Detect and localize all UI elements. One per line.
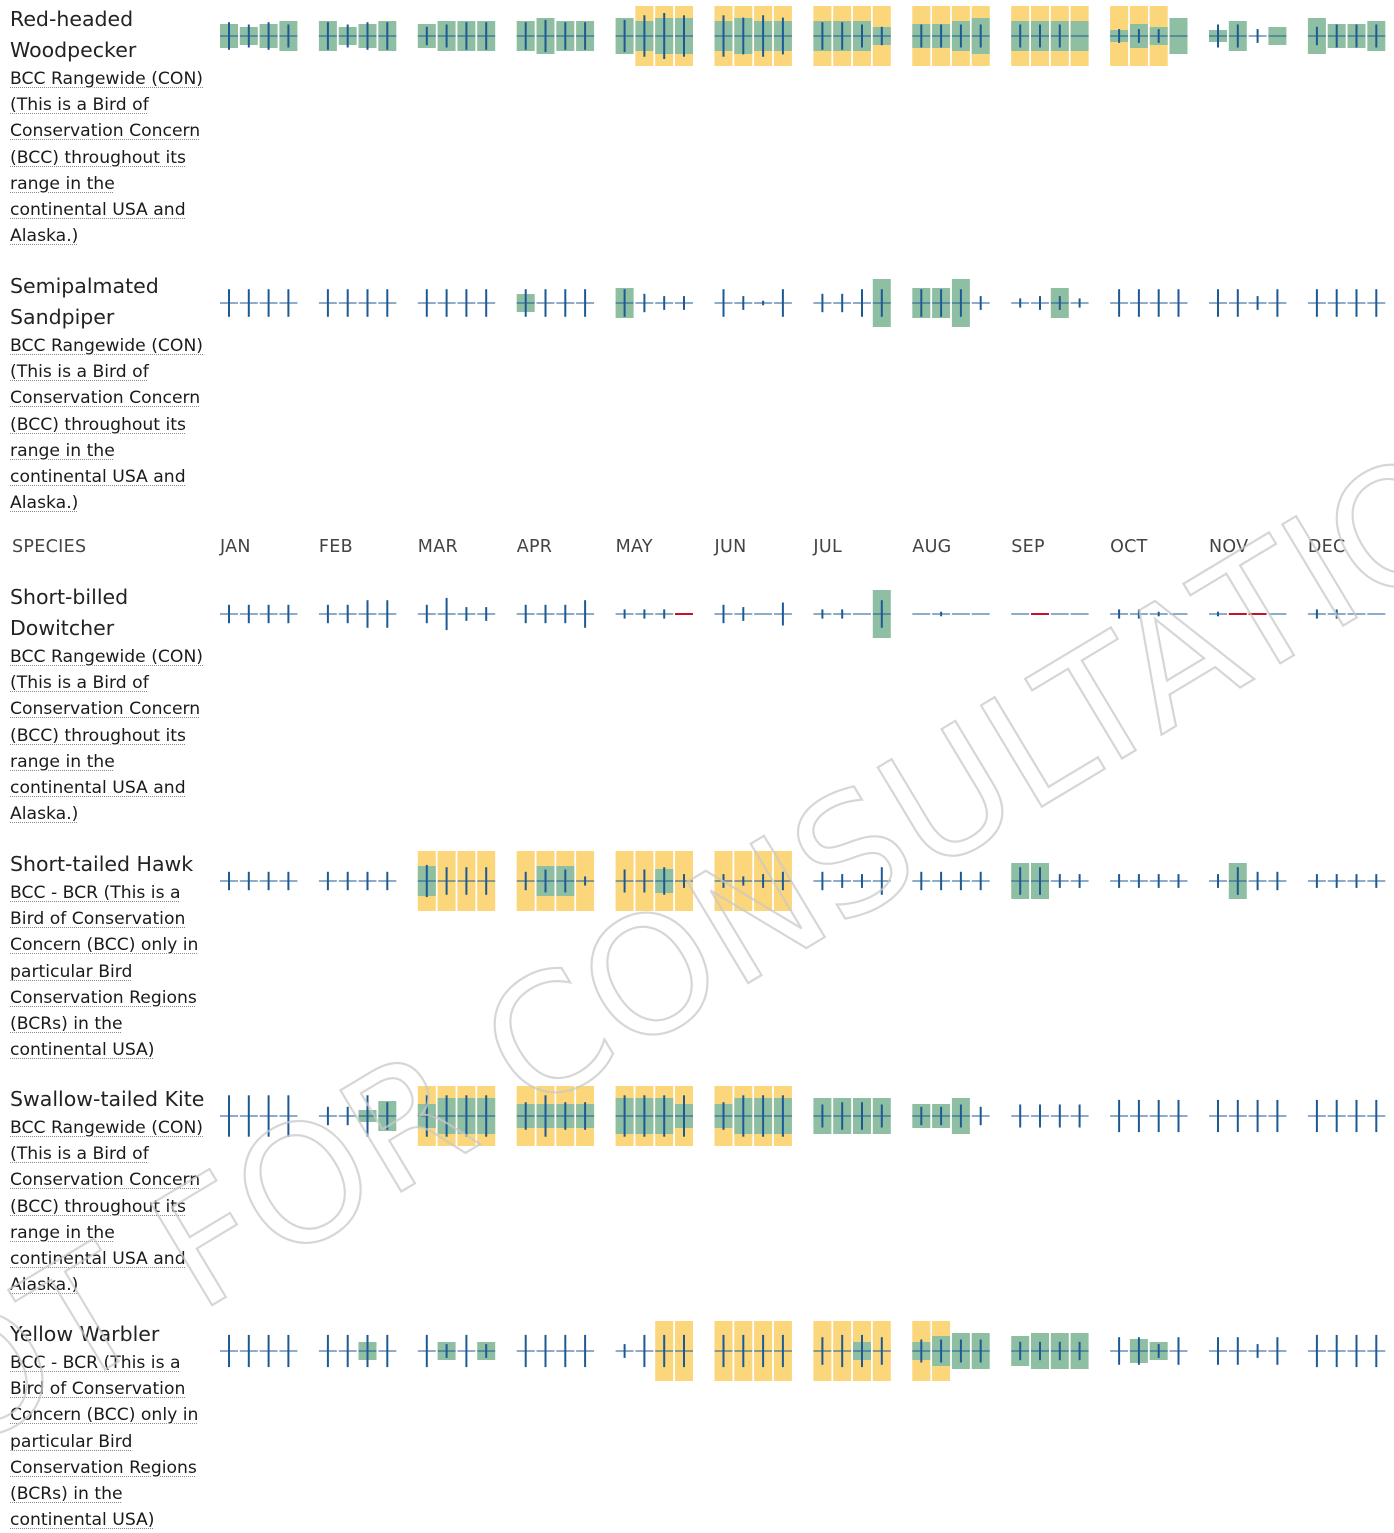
species-column-header: SPECIES — [12, 537, 87, 557]
month-header-may: MAY — [615, 537, 653, 557]
season-chart — [220, 1321, 1386, 1381]
species-name: Swallow-tailed Kite — [10, 1087, 205, 1111]
season-chart — [220, 6, 1386, 66]
month-header-sep: SEP — [1011, 537, 1045, 557]
month-header-feb: FEB — [318, 537, 353, 557]
species-name: Short-billed Dowitcher — [10, 585, 129, 640]
species-cell: Red-headed Woodpecker BCC Rangewide (CON… — [10, 4, 210, 249]
species-row-red-headed-woodpecker: Red-headed Woodpecker BCC Rangewide (CON… — [0, 4, 1394, 264]
species-row-semipalmated-sandpiper: Semipalmated Sandpiper BCC Rangewide (CO… — [0, 271, 1394, 531]
conservation-status-link[interactable]: BCC Rangewide (CON) (This is a Bird of C… — [10, 647, 204, 825]
month-header-apr: APR — [516, 537, 553, 557]
season-chart — [220, 1086, 1386, 1146]
month-header-dec: DEC — [1307, 537, 1346, 557]
season-chart — [220, 590, 1386, 638]
species-row-swallow-tailed-kite: Swallow-tailed Kite BCC Rangewide (CON) … — [0, 1084, 1394, 1304]
conservation-status-link[interactable]: BCC Rangewide (CON) (This is a Bird of C… — [10, 336, 204, 514]
species-cell: Semipalmated Sandpiper BCC Rangewide (CO… — [10, 271, 210, 516]
species-row-short-tailed-hawk: Short-tailed Hawk BCC - BCR (This is a B… — [0, 849, 1394, 1069]
conservation-status-link[interactable]: BCC Rangewide (CON) (This is a Bird of C… — [10, 1118, 204, 1296]
conservation-status-link[interactable]: BCC Rangewide (CON) (This is a Bird of C… — [10, 69, 204, 247]
species-name: Red-headed Woodpecker — [10, 7, 137, 62]
species-cell: Short-tailed Hawk BCC - BCR (This is a B… — [10, 849, 210, 1063]
species-row-yellow-warbler: Yellow Warbler BCC - BCR (This is a Bird… — [0, 1319, 1394, 1532]
month-header-aug: AUG — [912, 537, 952, 557]
month-header-jan: JAN — [220, 537, 251, 557]
species-name: Yellow Warbler — [10, 1322, 160, 1346]
month-header-jun: JUN — [714, 537, 747, 557]
conservation-status-link[interactable]: BCC - BCR (This is a Bird of Conservatio… — [10, 1353, 199, 1531]
table-header: SPECIES JAN FEB MAR APR MAY JUN JUL AUG SEP OCT NO… — [0, 537, 1394, 567]
month-header-nov: NOV — [1209, 537, 1249, 557]
month-header-mar: MAR — [417, 537, 458, 557]
species-name: Short-tailed Hawk — [10, 852, 194, 876]
species-name: Semipalmated Sandpiper — [10, 274, 159, 329]
month-header-jul: JUL — [813, 537, 843, 557]
month-header-oct: OCT — [1110, 537, 1148, 557]
season-chart — [220, 851, 1386, 911]
species-cell: Short-billed Dowitcher BCC Rangewide (CO… — [10, 582, 210, 827]
species-row-short-billed-dowitcher: Short-billed Dowitcher BCC Rangewide (CO… — [0, 582, 1394, 842]
species-cell: Yellow Warbler BCC - BCR (This is a Bird… — [10, 1319, 210, 1533]
season-chart — [220, 279, 1386, 327]
species-cell: Swallow-tailed Kite BCC Rangewide (CON) … — [10, 1084, 210, 1298]
conservation-status-link[interactable]: BCC - BCR (This is a Bird of Conservatio… — [10, 883, 199, 1061]
